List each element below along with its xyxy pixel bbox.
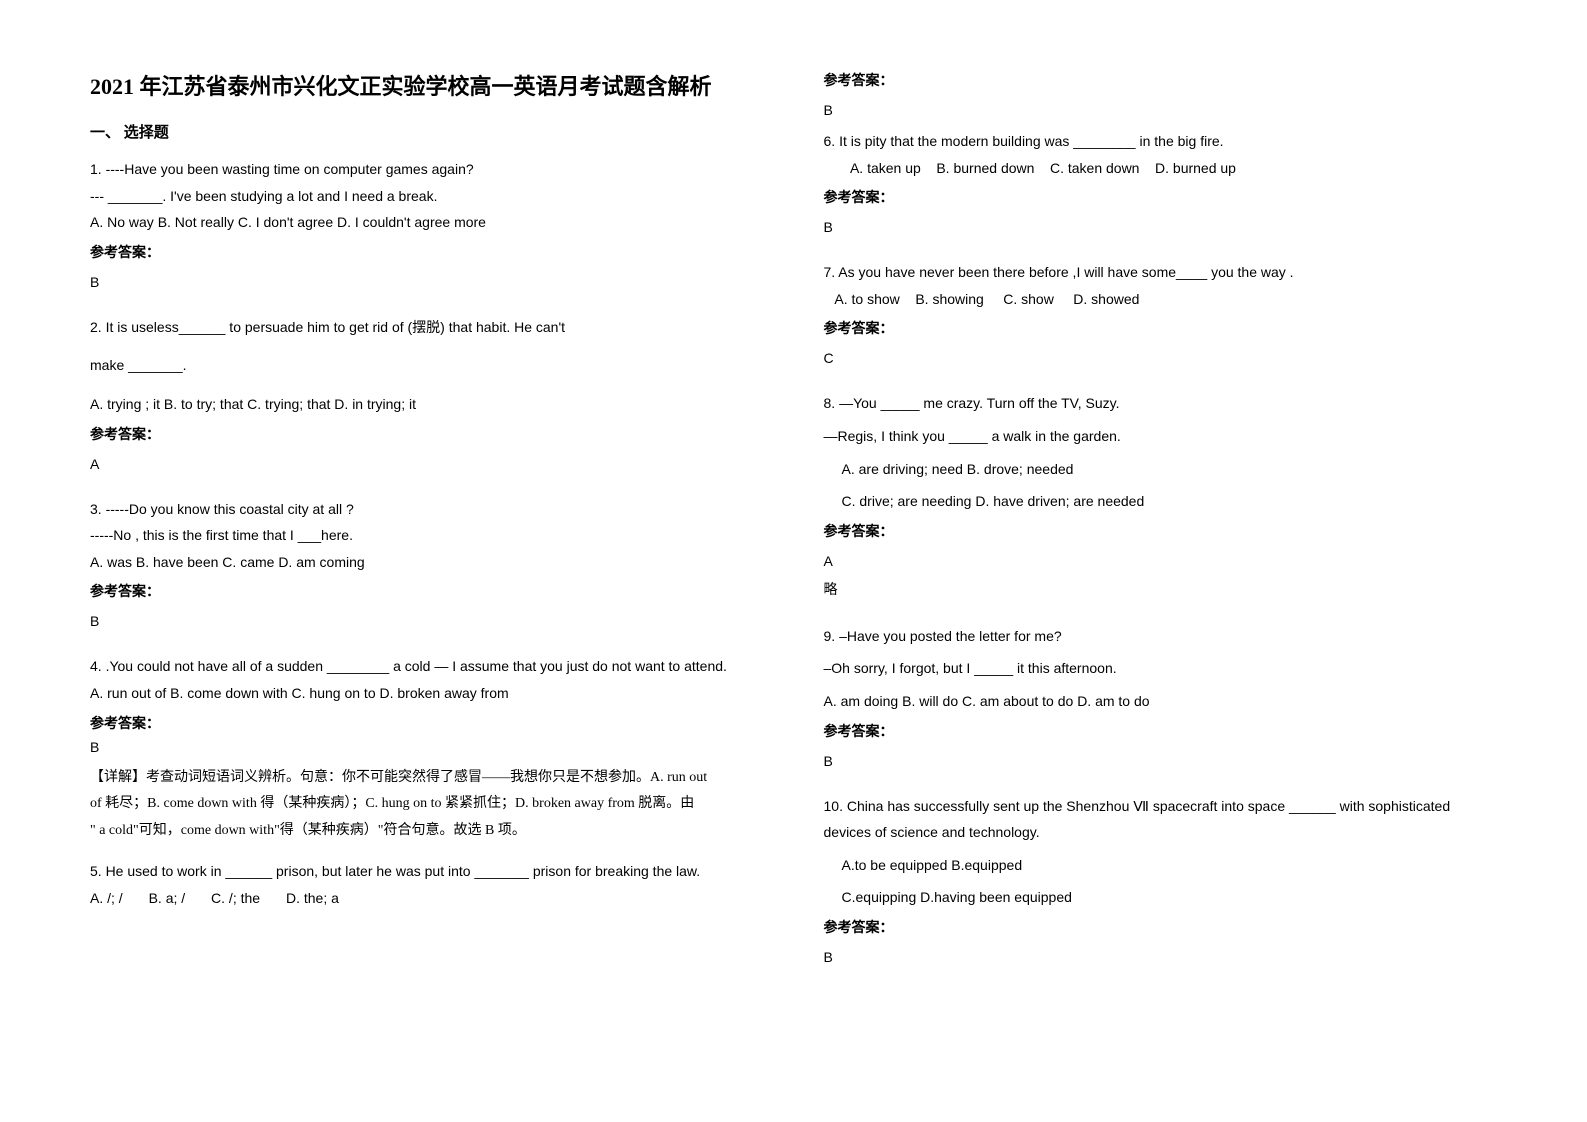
answer-label: 参考答案： [90,242,764,262]
answer-label: 参考答案： [90,581,764,601]
answer-label: 参考答案： [824,318,1498,338]
question-4: 4. .You could not have all of a sudden _… [90,653,764,844]
answer-label: 参考答案： [824,70,1498,90]
question-10: 10. China has successfully sent up the S… [824,793,1498,975]
q8-answer: A [824,553,1498,569]
q7-line1: 7. As you have never been there before ,… [824,259,1498,286]
answer-label: 参考答案： [824,721,1498,741]
answer-label: 参考答案： [824,917,1498,937]
q5-opt-d: D. the; a [286,890,339,906]
q1-line1: 1. ----Have you been wasting time on com… [90,156,764,183]
question-6: 6. It is pity that the modern building w… [824,128,1498,245]
q9-line2: –Oh sorry, I forgot, but I _____ it this… [824,655,1498,682]
q4-options: A. run out of B. come down with C. hung … [90,680,764,707]
answer-label: 参考答案： [90,424,764,444]
q4-exp3: " a cold"可知，come down with"得（某种疾病）"符合句意。… [90,818,764,845]
q5-opt-b: B. a; / [149,890,186,906]
q8-opts2: C. drive; are needing D. have driven; ar… [824,488,1498,515]
question-9: 9. –Have you posted the letter for me? –… [824,623,1498,779]
q8-extra: 略 [824,579,1498,599]
q3-line1: 3. -----Do you know this coastal city at… [90,496,764,523]
question-2: 2. It is useless______ to persuade him t… [90,314,764,482]
q5-opt-a: A. /; / [90,890,123,906]
q10-opts1: A.to be equipped B.equipped [824,852,1498,879]
right-column: 参考答案： B 6. It is pity that the modern bu… [824,70,1498,1052]
question-7: 7. As you have never been there before ,… [824,259,1498,376]
q2-options: A. trying ; it B. to try; that C. trying… [90,391,764,418]
document-title: 2021 年江苏省泰州市兴化文正实验学校高一英语月考试题含解析 [90,70,764,103]
q7-options: A. to show B. showing C. show D. showed [824,286,1498,313]
q4-exp1: 【详解】考查动词短语词义辨析。句意：你不可能突然得了感冒——我想你只是不想参加。… [90,765,764,792]
q2-line2: make _______. [90,352,764,379]
q5-line1: 5. He used to work in ______ prison, but… [90,858,764,885]
question-5: 5. He used to work in ______ prison, but… [90,858,764,911]
question-3: 3. -----Do you know this coastal city at… [90,496,764,640]
q4-exp2: of 耗尽；B. come down with 得（某种疾病）；C. hung … [90,791,764,818]
answer-label: 参考答案： [824,521,1498,541]
q7-answer: C [824,350,1498,366]
answer-label: 参考答案： [824,187,1498,207]
q9-answer: B [824,753,1498,769]
q8-line1: 8. —You _____ me crazy. Turn off the TV,… [824,390,1498,417]
q5-options: A. /; / B. a; / C. /; the D. the; a [90,885,764,912]
q4-answer: B [90,739,764,755]
section-header: 一、 选择题 [90,121,764,142]
q8-opts1: A. are driving; need B. drove; needed [824,456,1498,483]
q3-line2: -----No , this is the first time that I … [90,522,764,549]
q1-options: A. No way B. Not really C. I don't agree… [90,209,764,236]
q9-line1: 9. –Have you posted the letter for me? [824,623,1498,650]
q6-options: A. taken up B. burned down C. taken down… [824,155,1498,182]
answer-label: 参考答案： [90,713,764,733]
q10-answer: B [824,949,1498,965]
q6-answer: B [824,219,1498,235]
q3-options: A. was B. have been C. came D. am coming [90,549,764,576]
q10-line1: 10. China has successfully sent up the S… [824,793,1498,846]
q2-answer: A [90,456,764,472]
question-8: 8. —You _____ me crazy. Turn off the TV,… [824,390,1498,608]
q1-answer: B [90,274,764,290]
q10-opts2: C.equipping D.having been equipped [824,884,1498,911]
q3-answer: B [90,613,764,629]
left-column: 2021 年江苏省泰州市兴化文正实验学校高一英语月考试题含解析 一、 选择题 1… [90,70,764,1052]
q5-answer: B [824,102,1498,118]
q5-opt-c: C. /; the [211,890,260,906]
q4-line1: 4. .You could not have all of a sudden _… [90,653,764,680]
q9-options: A. am doing B. will do C. am about to do… [824,688,1498,715]
question-1: 1. ----Have you been wasting time on com… [90,156,764,300]
q2-line1: 2. It is useless______ to persuade him t… [90,314,764,341]
q8-line2: —Regis, I think you _____ a walk in the … [824,423,1498,450]
q6-line1: 6. It is pity that the modern building w… [824,128,1498,155]
q1-line2: --- _______. I've been studying a lot an… [90,183,764,210]
